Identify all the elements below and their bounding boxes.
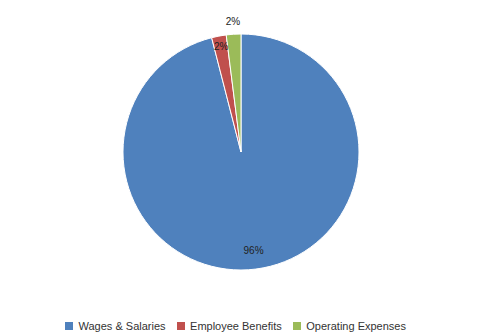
svg-text:96%: 96% [244,245,264,256]
svg-text:2%: 2% [226,16,241,27]
html-text:Operating Expenses: Operating Expenses [306,319,406,332]
svg-text:2%: 2% [214,41,229,52]
html-text:Employee Benefits: Employee Benefits [190,319,282,332]
html-text:Wages & Salaries: Wages & Salaries [78,319,166,332]
